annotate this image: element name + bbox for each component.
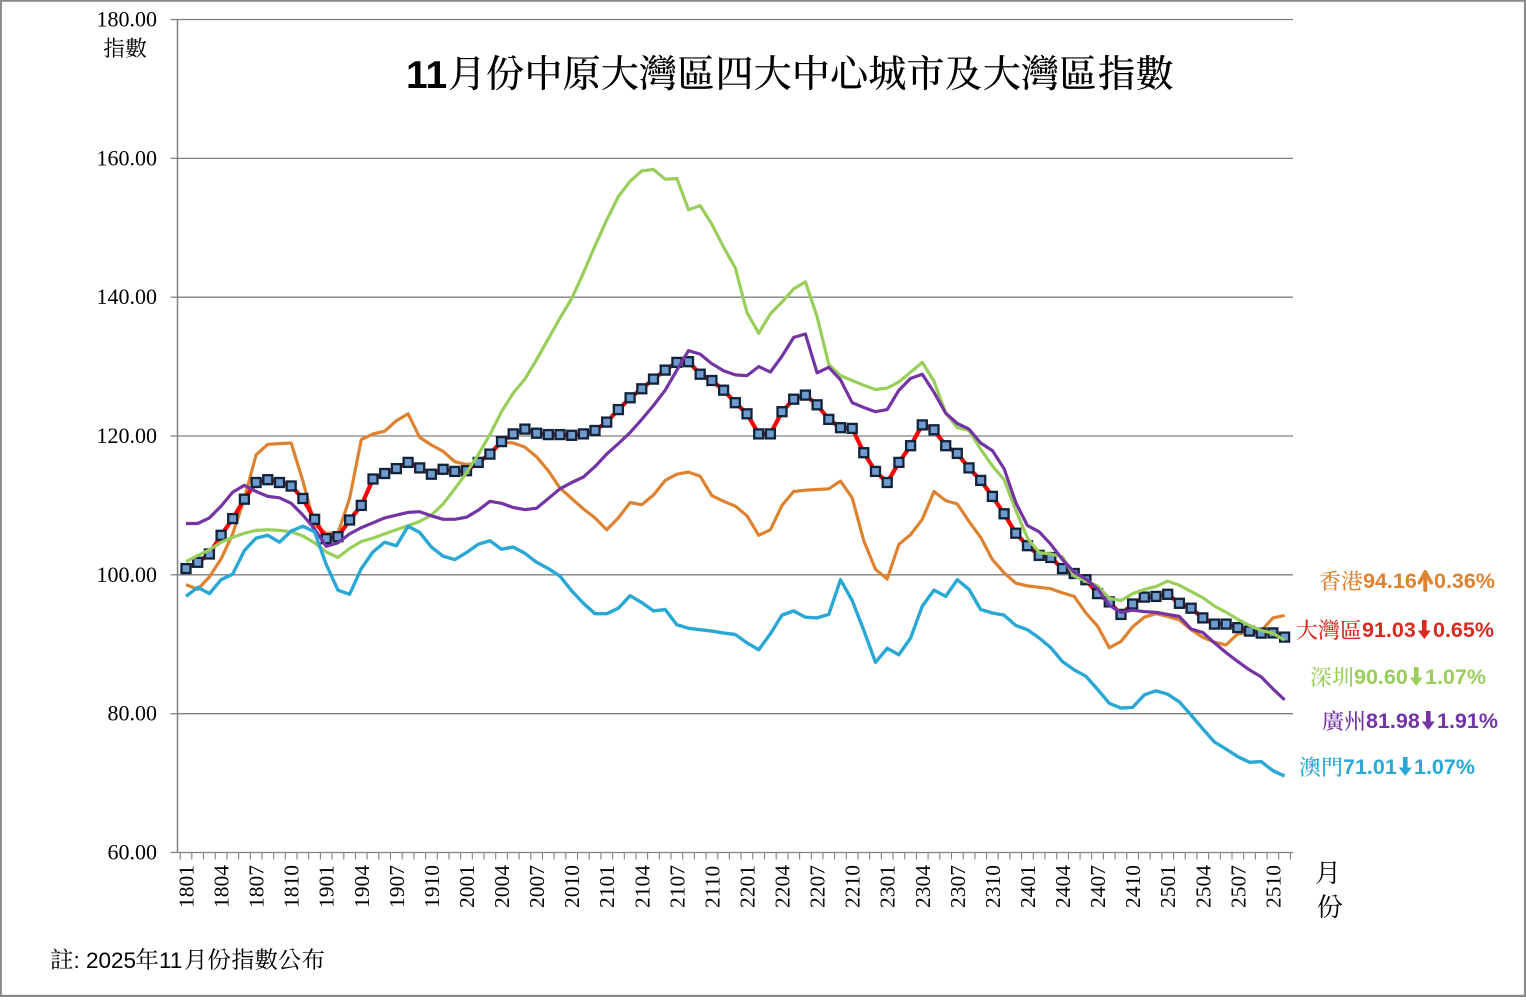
svg-text:11: 11 (159, 948, 182, 973)
svg-text:100.00: 100.00 (97, 562, 158, 587)
svg-text:1804: 1804 (210, 865, 234, 908)
svg-text:180.00: 180.00 (97, 7, 158, 32)
svg-text:2401: 2401 (1016, 865, 1040, 908)
svg-text:2107: 2107 (665, 865, 689, 908)
svg-text:1801: 1801 (175, 865, 199, 908)
svg-text:120.00: 120.00 (97, 423, 158, 448)
svg-text:0.65%: 0.65% (1433, 618, 1494, 642)
svg-text:1904: 1904 (350, 865, 374, 908)
svg-text:2004: 2004 (490, 865, 514, 908)
svg-text:60.00: 60.00 (108, 840, 158, 865)
svg-text:1810: 1810 (280, 865, 304, 908)
svg-text:2307: 2307 (946, 865, 970, 908)
svg-text:140.00: 140.00 (97, 284, 158, 309)
svg-text:94.16: 94.16 (1363, 569, 1417, 593)
svg-text:2510: 2510 (1261, 865, 1285, 908)
svg-text:160.00: 160.00 (97, 145, 158, 170)
svg-text:91.03: 91.03 (1362, 618, 1416, 642)
svg-text:1807: 1807 (245, 865, 269, 908)
svg-text:0.36%: 0.36% (1434, 569, 1495, 593)
svg-text:2310: 2310 (981, 865, 1005, 908)
svg-text:2304: 2304 (911, 865, 935, 908)
svg-text:2001: 2001 (455, 865, 479, 908)
svg-text:2501: 2501 (1156, 865, 1180, 908)
svg-text:2507: 2507 (1226, 865, 1250, 908)
svg-text:2207: 2207 (806, 865, 830, 908)
svg-text:2101: 2101 (595, 865, 619, 908)
svg-text:1.91%: 1.91% (1437, 709, 1498, 733)
svg-text:1907: 1907 (385, 865, 409, 908)
svg-text:2010: 2010 (560, 865, 584, 908)
svg-text:71.01: 71.01 (1343, 755, 1397, 779)
svg-text:1.07%: 1.07% (1425, 665, 1486, 689)
svg-text:81.98: 81.98 (1366, 709, 1420, 733)
svg-text:2104: 2104 (630, 865, 654, 908)
svg-text:2407: 2407 (1086, 865, 1110, 908)
svg-text:1.07%: 1.07% (1414, 755, 1475, 779)
svg-text:2404: 2404 (1051, 865, 1075, 908)
svg-text:2410: 2410 (1121, 865, 1145, 908)
svg-text:2201: 2201 (736, 865, 760, 908)
svg-text:2210: 2210 (841, 865, 865, 908)
svg-text:2504: 2504 (1191, 865, 1215, 908)
svg-text:2301: 2301 (876, 865, 900, 908)
svg-text:2007: 2007 (525, 865, 549, 908)
svg-text:1901: 1901 (315, 865, 339, 908)
svg-text:2110: 2110 (700, 866, 724, 908)
svg-text:11: 11 (406, 54, 447, 97)
svg-text:80.00: 80.00 (108, 701, 158, 726)
svg-text:1910: 1910 (420, 865, 444, 908)
svg-text:: 2025: : 2025 (74, 948, 137, 973)
svg-text:90.60: 90.60 (1354, 665, 1408, 689)
svg-text:2204: 2204 (771, 865, 795, 908)
